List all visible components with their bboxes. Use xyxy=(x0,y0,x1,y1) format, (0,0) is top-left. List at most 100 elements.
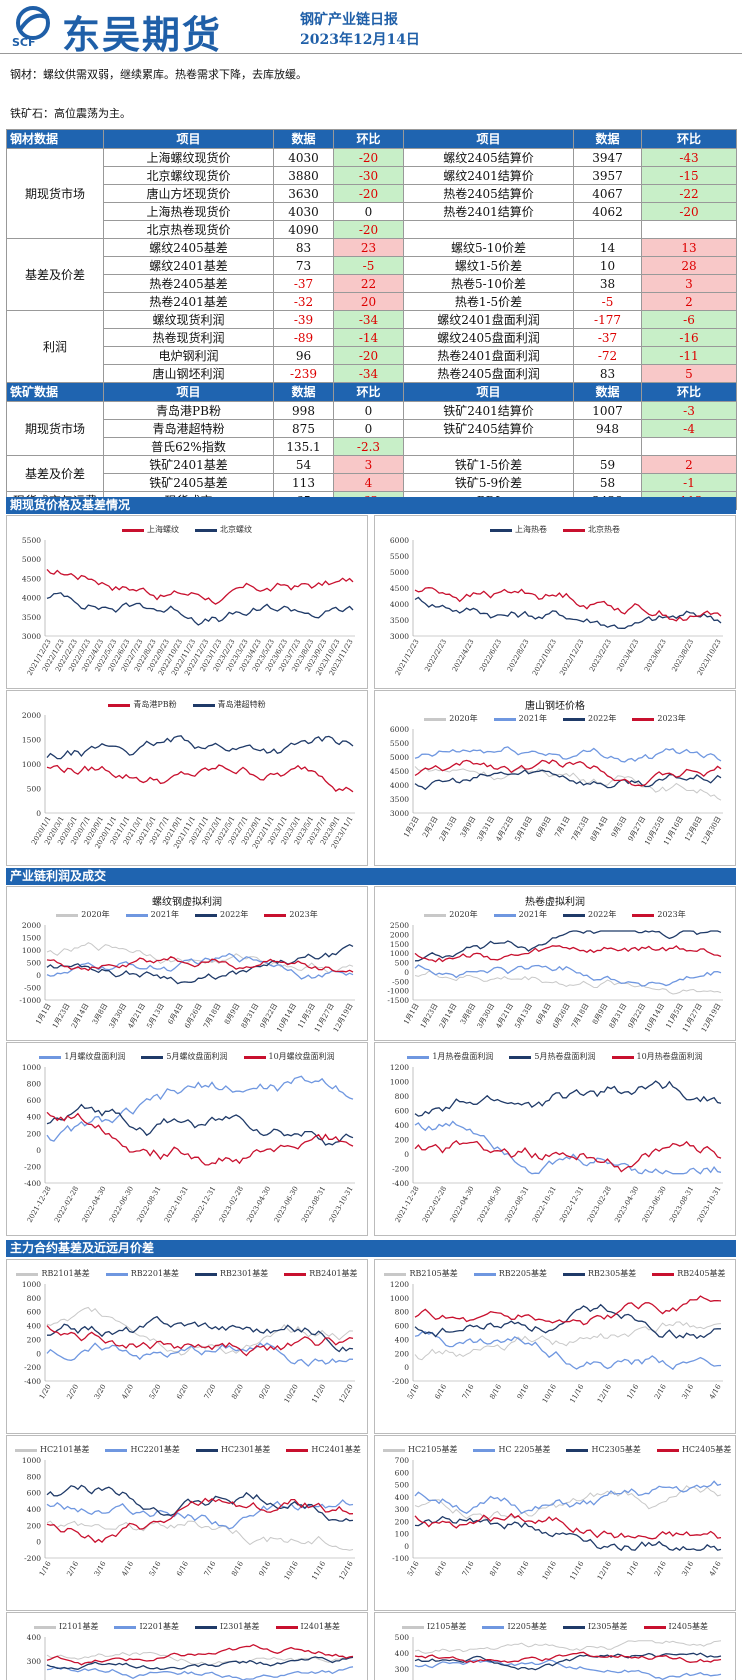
table-header-row: 钢材数据 项目 数据 环比 项目 数据 环比 xyxy=(6,129,737,149)
table-row: 螺纹2401基差 73 -5 螺纹1-5价差 10 28 xyxy=(7,256,737,275)
table-cell: 电炉钢利润 xyxy=(103,346,274,365)
chart-legend: I2105基差 I2205基差 I2305基差 I2405基差 xyxy=(375,1621,735,1632)
y-tick-label: 6000 xyxy=(390,536,409,545)
legend-swatch xyxy=(473,1448,496,1452)
table-header-cell: 项目 xyxy=(403,382,574,402)
table-cell: 唐山钢坯利润 xyxy=(103,364,274,383)
legend-swatch xyxy=(563,1272,585,1276)
table-header-cell: 项目 xyxy=(403,129,574,149)
table-cell: -5 xyxy=(333,256,404,275)
table-cell: 唐山方坯现货价 xyxy=(103,184,274,203)
legend-swatch xyxy=(490,528,512,532)
table-cell: 螺纹1-5价差 xyxy=(403,256,574,275)
legend-label: 5月螺纹盘面利润 xyxy=(166,1052,228,1061)
legend-swatch xyxy=(16,1272,39,1276)
table-row: 热卷2401基差 -32 20 热卷1-5价差 -5 2 xyxy=(7,292,737,311)
legend-label: I2405基差 xyxy=(668,1622,709,1631)
legend-item: 上海热卷 xyxy=(490,524,547,535)
table-cell xyxy=(403,437,574,456)
table-row: 电炉钢利润 96 -20 热卷2401盘面利润 -72 -11 xyxy=(7,346,737,365)
chart-title: 唐山钢坯价格 xyxy=(525,701,585,712)
legend-item: HC2105基差 xyxy=(383,1444,457,1455)
legend-item: 青岛港超特粉 xyxy=(192,699,266,710)
chart-plot: 25002000150010005000-500-1000-15001月1日1月… xyxy=(387,921,723,1034)
x-tick-label: 2022-02-28 xyxy=(53,1185,80,1224)
table-row: 基差及价差 铁矿2401基差 54 3 铁矿1-5价差 59 2 xyxy=(6,455,737,492)
x-tick-label: 2023-06-30 xyxy=(273,1185,300,1224)
x-tick-label: 5月18日 xyxy=(513,815,534,843)
x-tick-label: 3月9日 xyxy=(459,815,477,839)
legend-swatch xyxy=(563,717,585,721)
legend-label: RB2201基差 xyxy=(130,1269,179,1278)
x-tick-label: 2022/12/23 xyxy=(558,638,585,677)
table-cell: 3630 xyxy=(273,184,334,203)
legend-label: 上海热卷 xyxy=(515,525,547,534)
series-line xyxy=(414,746,722,763)
legend-item: 2023年 xyxy=(632,713,686,724)
legend-swatch xyxy=(243,1055,266,1059)
table-cell xyxy=(641,437,737,456)
legend-swatch xyxy=(56,913,79,917)
x-tick-label: 1月23日 xyxy=(51,1002,72,1030)
legend-swatch xyxy=(284,1272,307,1276)
table-cell: 59 xyxy=(573,455,642,474)
y-tick-label: -400 xyxy=(24,1179,41,1188)
x-tick-label: 11月5日 xyxy=(664,1002,685,1030)
table-cell: 13 xyxy=(641,238,737,257)
chart-legend: 1月热卷盘面利润 5月热卷盘面利润 10月热卷盘面利润 xyxy=(375,1051,735,1062)
x-tick-label: 2022/4/23 xyxy=(451,638,476,673)
legend-label: RB2305基差 xyxy=(588,1269,637,1278)
legend-item: I2105基差 xyxy=(401,1621,466,1632)
x-tick-label: 11/16 xyxy=(310,1560,327,1582)
x-tick-label: 8/16 xyxy=(488,1560,503,1578)
x-tick-label: 3月8日 xyxy=(91,1002,109,1026)
x-tick-label: 5/16 xyxy=(148,1560,163,1578)
y-tick-label: 300 xyxy=(27,1657,42,1666)
table-cell: 3947 xyxy=(573,148,642,167)
x-tick-label: 2023/10/23 xyxy=(696,638,723,677)
table-category: 基差及价差 xyxy=(6,238,104,311)
x-tick-label: 4/20 xyxy=(120,1383,135,1401)
x-tick-label: 2023/6/23 xyxy=(643,638,668,673)
series-line xyxy=(414,769,722,791)
steel-summary: 钢材：螺纹供需双弱，继续累库。热卷需求下降，去库放缓。 xyxy=(10,68,307,81)
table-cell: -6 xyxy=(641,310,737,329)
divider xyxy=(0,53,742,54)
legend-item: 2020年 xyxy=(424,909,478,920)
legend-label: RB2205基差 xyxy=(498,1269,547,1278)
y-tick-label: 1500 xyxy=(22,934,41,943)
y-tick-label: -400 xyxy=(24,1377,41,1386)
x-tick-label: 6月9日 xyxy=(534,815,552,839)
section-header: 期现货价格及基差情况 xyxy=(6,497,736,514)
series-line xyxy=(46,956,354,973)
x-tick-label: 6/20 xyxy=(175,1383,190,1401)
legend-item: 10月热卷盘面利润 xyxy=(611,1051,703,1062)
legend-swatch xyxy=(482,1625,505,1629)
table-cell: 热卷2401基差 xyxy=(103,292,274,311)
legend-swatch xyxy=(656,1448,679,1452)
series-line xyxy=(46,735,354,760)
legend-label: 2020年 xyxy=(81,910,110,919)
legend-swatch xyxy=(15,1448,37,1452)
x-tick-label: 2022-04-30 xyxy=(81,1185,108,1224)
legend-label: HC2105基差 xyxy=(408,1445,458,1454)
table-cell: 2 xyxy=(641,455,737,474)
table-cell: 热卷2401盘面利润 xyxy=(403,346,574,365)
table-cell: 3957 xyxy=(573,166,642,185)
series-line xyxy=(414,1651,722,1664)
chart-panel: 1月螺纹盘面利润 5月螺纹盘面利润 10月螺纹盘面利润 1000 800 600 400 20… xyxy=(6,1042,368,1236)
legend-item: 5月热卷盘面利润 xyxy=(509,1051,596,1062)
legend-item: RB2201基差 xyxy=(105,1268,179,1279)
x-tick-label: 5月13日 xyxy=(513,1002,534,1030)
legend-swatch xyxy=(122,528,144,532)
table-cell: -20 xyxy=(333,346,404,365)
series-line xyxy=(414,587,722,622)
y-tick-label: 0 xyxy=(36,1349,41,1358)
table-cell: -20 xyxy=(333,184,404,203)
x-tick-label: 2022-08-31 xyxy=(503,1185,530,1224)
legend-label: 青岛港PB粉 xyxy=(133,700,177,709)
section-header: 产业链利润及成交 xyxy=(6,868,736,885)
series-line xyxy=(414,945,722,963)
